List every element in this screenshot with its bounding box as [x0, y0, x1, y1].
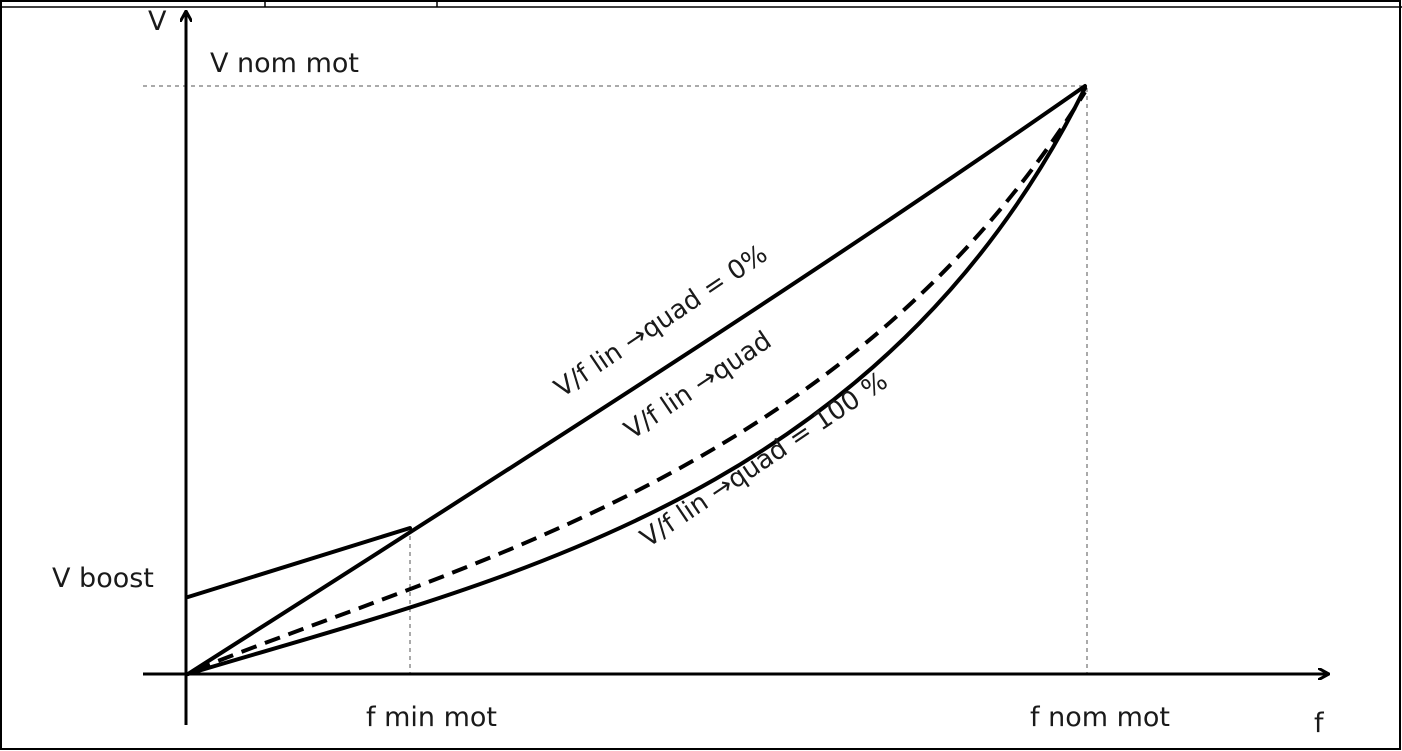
- linear-curve: [186, 84, 1087, 676]
- f-nom-label: f nom mot: [1030, 702, 1170, 733]
- boost-line: [186, 526, 412, 599]
- v-boost-label: V boost: [52, 563, 154, 594]
- v-nom-label: V nom mot: [210, 48, 359, 79]
- f-min-label: f min mot: [366, 702, 497, 733]
- mid-curve: [194, 90, 1087, 672]
- x-axis-label: f: [1314, 708, 1325, 739]
- y-axis-label: V: [148, 6, 167, 37]
- quadratic-curve: [186, 86, 1087, 676]
